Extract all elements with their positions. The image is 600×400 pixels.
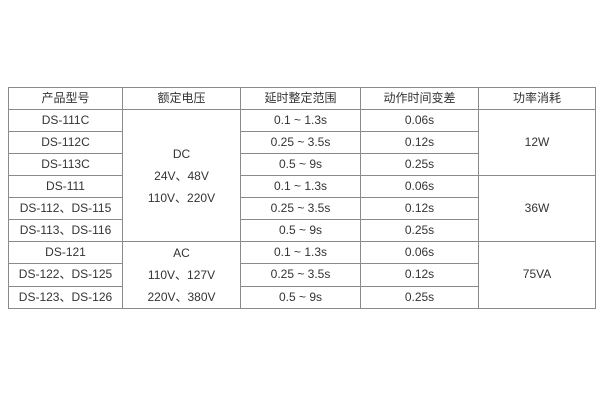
cell-model: DS-111 bbox=[8, 175, 123, 198]
cell-voltage-ac: AC 110V、127V 220V、380V bbox=[122, 241, 241, 309]
cell-power: 75VA bbox=[478, 241, 596, 309]
voltage-line: 24V、48V bbox=[154, 168, 209, 183]
cell-power: 12W bbox=[478, 109, 596, 176]
cell-variation: 0.12s bbox=[360, 263, 479, 287]
cell-delay: 0.1 ~ 1.3s bbox=[240, 109, 361, 132]
cell-model: DS-123、DS-126 bbox=[8, 285, 123, 310]
table-row: DS-111 0.1 ~ 1.3s 0.06s 36W bbox=[8, 175, 596, 242]
cell-model: DS-112、DS-115 bbox=[8, 197, 123, 220]
cell-model: DS-121 bbox=[8, 240, 123, 265]
cell-variation: 0.25s bbox=[360, 153, 479, 176]
cell-power: 36W bbox=[478, 175, 596, 242]
table-row: DS-113、DS-116 0.5 ~ 9s 0.25s bbox=[8, 219, 596, 242]
voltage-line: 110V、127V bbox=[147, 268, 216, 282]
header-row: 产品型号 额定电压 延时整定范围 动作时间变差 功率消耗 bbox=[8, 87, 596, 110]
cell-delay: 0.1 ~ 1.3s bbox=[240, 175, 361, 198]
cell-delay: 0.25 ~ 3.5s bbox=[240, 197, 361, 220]
cell-delay: 0.1 ~ 1.3s bbox=[240, 240, 361, 265]
cell-delay: 0.25 ~ 3.5s bbox=[240, 131, 361, 154]
voltage-line: DC bbox=[172, 146, 191, 161]
table-row: DS-121 AC 110V、127V 220V、380V 0.1 ~ 1.3s… bbox=[8, 240, 596, 309]
cell-model: DS-113、DS-116 bbox=[8, 219, 123, 242]
cell-variation: 0.12s bbox=[360, 131, 479, 154]
cell-variation: 0.06s bbox=[360, 240, 479, 265]
cell-variation: 0.06s bbox=[360, 109, 479, 132]
cell-delay: 0.5 ~ 9s bbox=[240, 219, 361, 242]
header-rated-voltage: 额定电压 bbox=[122, 87, 241, 110]
cell-model: DS-112C bbox=[8, 131, 123, 154]
cell-variation: 0.06s bbox=[360, 175, 479, 198]
cell-variation: 0.25s bbox=[360, 285, 479, 310]
header-delay-range: 延时整定范围 bbox=[240, 87, 361, 110]
cell-model: DS-111C bbox=[8, 109, 123, 132]
cell-voltage-dc: DC 24V、48V 110V、220V bbox=[122, 109, 241, 242]
cell-delay: 0.25 ~ 3.5s bbox=[240, 263, 361, 287]
header-time-variation: 动作时间变差 bbox=[360, 87, 479, 110]
cell-variation: 0.25s bbox=[360, 219, 479, 242]
voltage-line: 110V、220V bbox=[147, 190, 216, 205]
table-row: DS-122、DS-125 0.25 ~ 3.5s 0.12s bbox=[8, 263, 596, 287]
voltage-line: 220V、380V bbox=[147, 290, 216, 304]
relay-spec-table: 产品型号 额定电压 延时整定范围 动作时间变差 功率消耗 DS-111C DC … bbox=[8, 87, 596, 310]
cell-variation: 0.12s bbox=[360, 197, 479, 220]
table-row: DS-113C 0.5 ~ 9s 0.25s bbox=[8, 153, 596, 176]
table-row: DS-123、DS-126 0.5 ~ 9s 0.25s bbox=[8, 285, 596, 310]
header-product-model: 产品型号 bbox=[8, 87, 123, 110]
cell-delay: 0.5 ~ 9s bbox=[240, 153, 361, 176]
cell-model: DS-113C bbox=[8, 153, 123, 176]
cell-model: DS-122、DS-125 bbox=[8, 263, 123, 287]
header-power-consumption: 功率消耗 bbox=[478, 87, 596, 110]
table-row: DS-111C DC 24V、48V 110V、220V 0.1 ~ 1.3s … bbox=[8, 109, 596, 242]
voltage-line: AC bbox=[173, 246, 190, 260]
cell-delay: 0.5 ~ 9s bbox=[240, 285, 361, 310]
